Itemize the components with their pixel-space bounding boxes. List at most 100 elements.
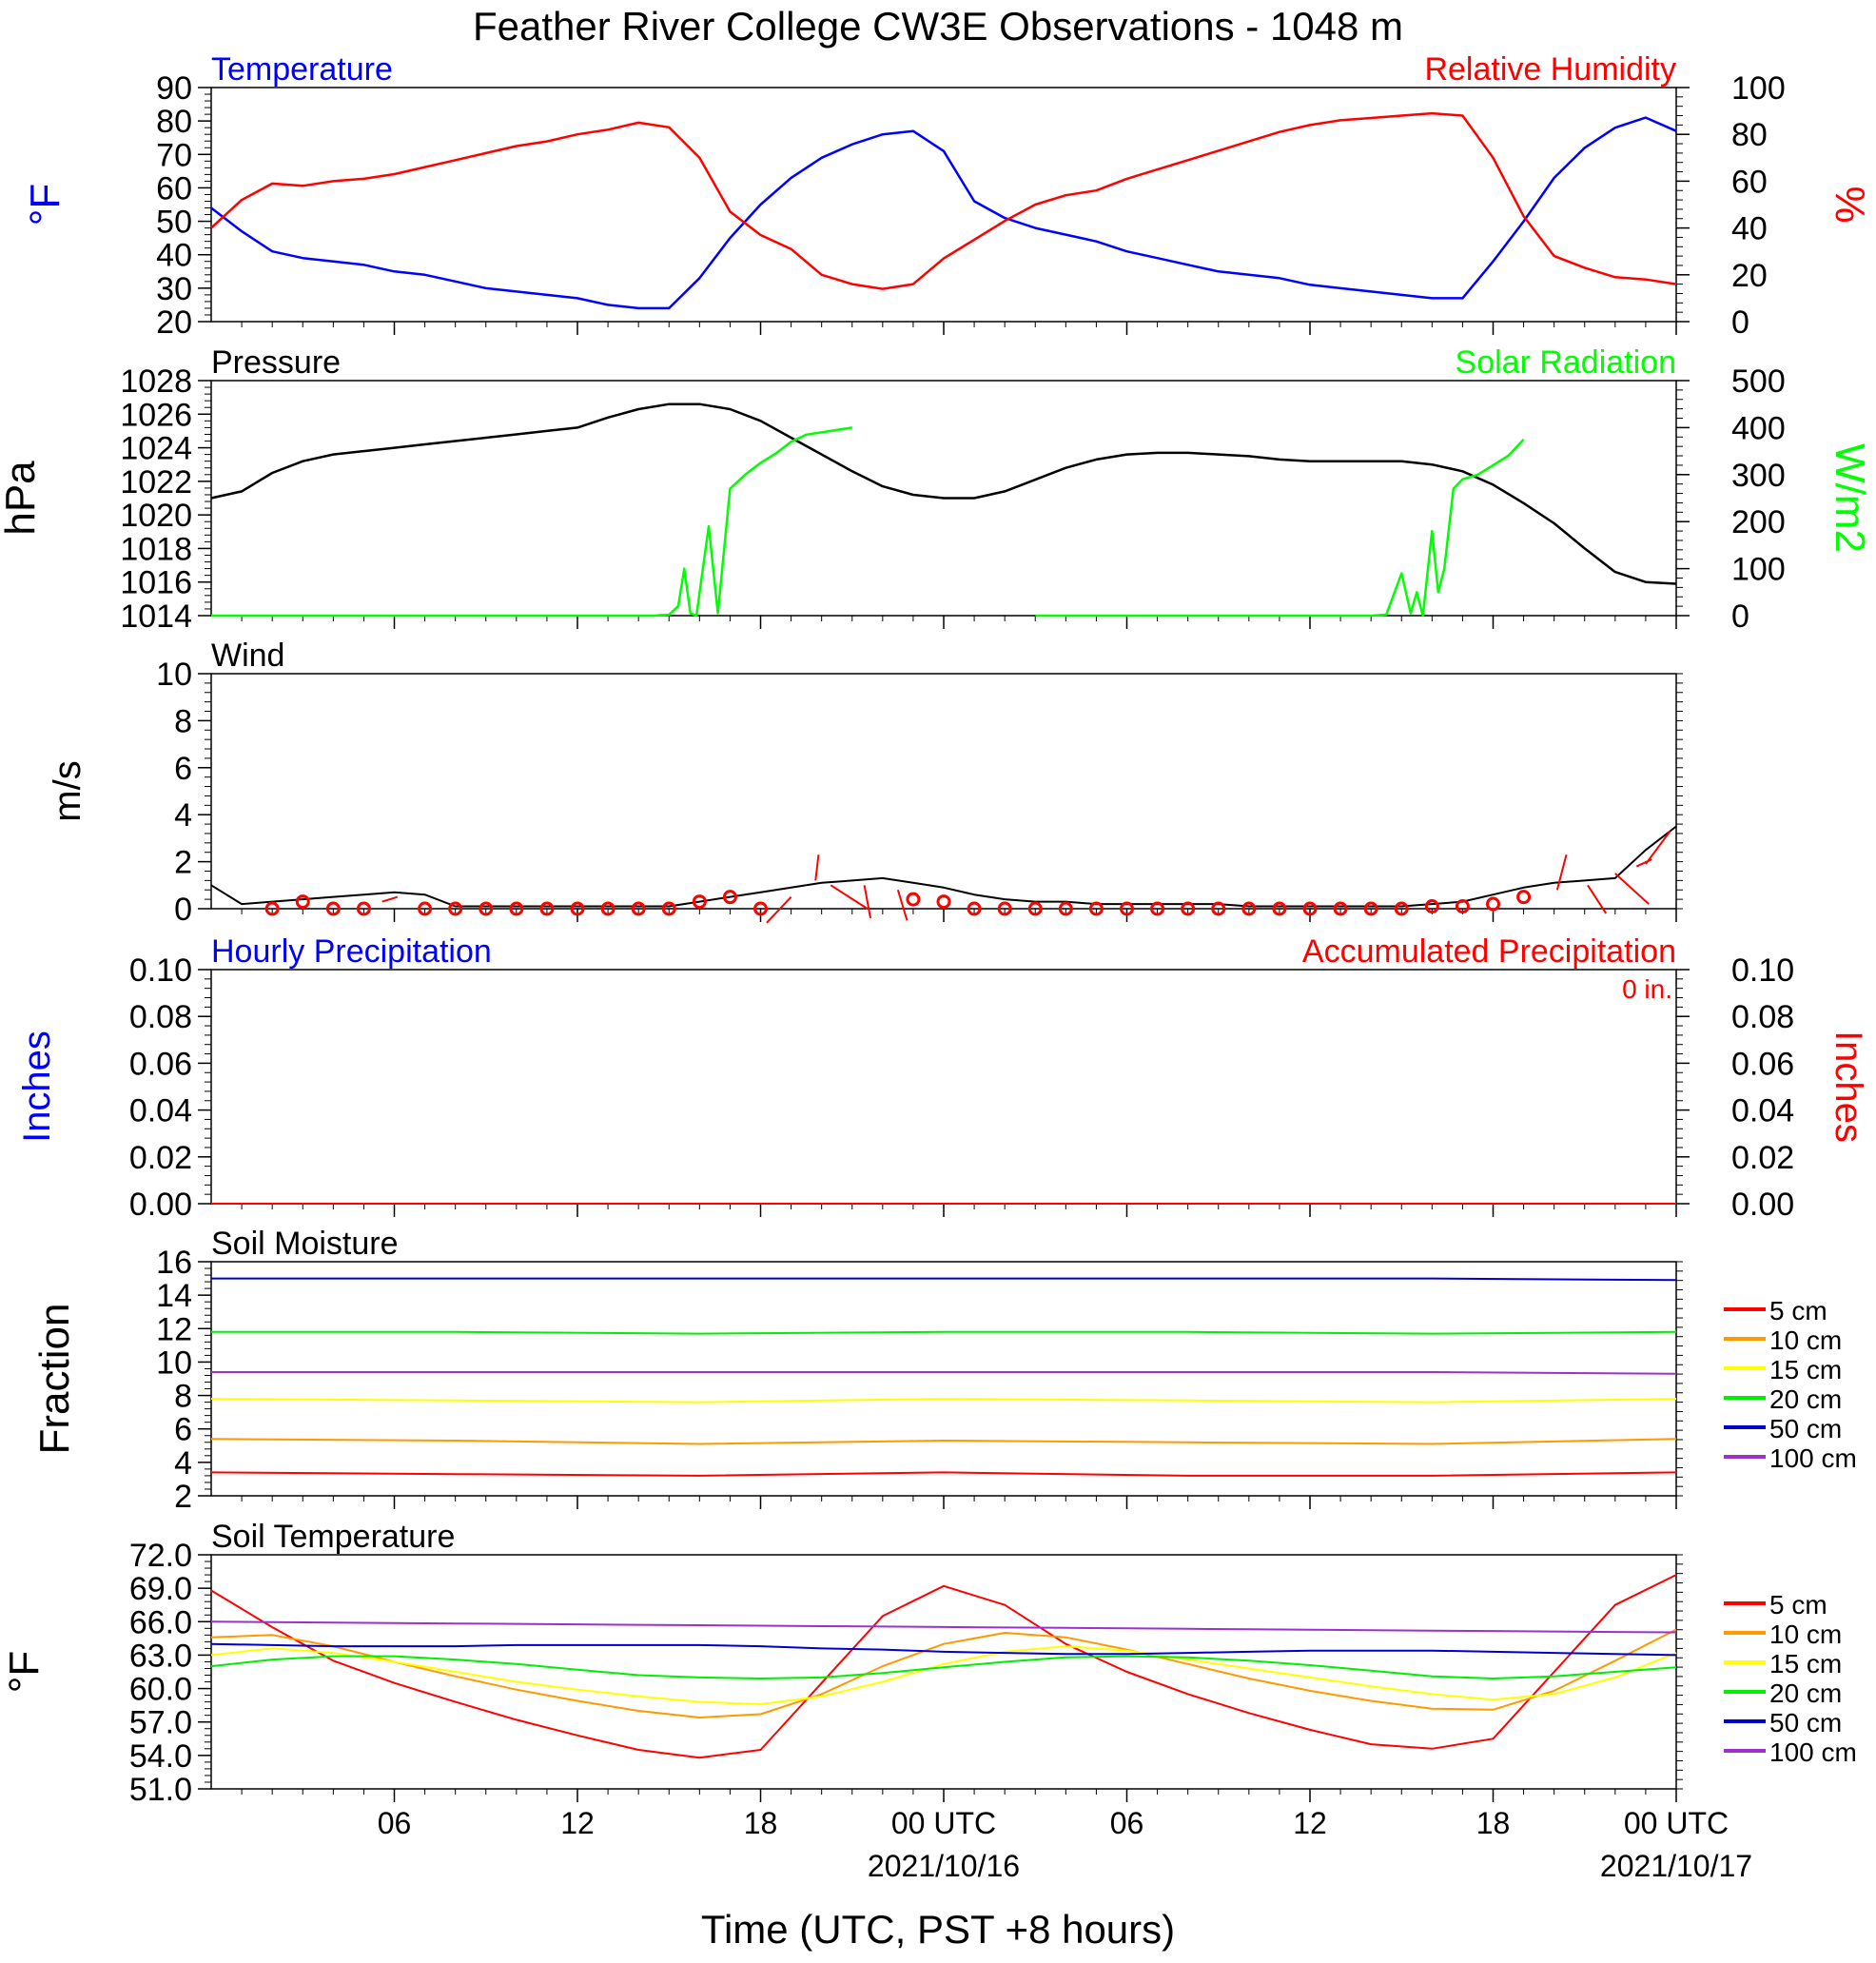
panel-0-y-tick-label: 50 — [156, 205, 192, 241]
wind-circle-marker — [539, 901, 555, 916]
panel-5-y-tick-label: 69.0 — [129, 1571, 192, 1607]
soil-temperature-line-4 — [210, 1642, 1677, 1657]
wind-circle-marker — [692, 894, 707, 910]
wind-circle-marker — [509, 901, 524, 916]
panel-5-y-tick-label: 66.0 — [129, 1604, 192, 1640]
humidity-label: Relative Humidity — [1424, 51, 1676, 88]
humidity-line — [210, 111, 1677, 290]
panel-3-y-tick-label: 0.00 — [129, 1187, 192, 1223]
x-date-label: 2021/10/17 — [1600, 1849, 1752, 1883]
x-tick-label: 06 — [378, 1806, 412, 1840]
temperature-label: Temperature — [211, 51, 393, 88]
wind-circle-marker — [264, 901, 280, 916]
wind-barb — [814, 854, 820, 881]
soil-temperature-legend-label: 100 cm — [1769, 1737, 1857, 1767]
panel-1-y2-tick-label: 300 — [1731, 458, 1786, 494]
panel-3-y2-tick-label: 0.06 — [1731, 1046, 1794, 1082]
soil-moisture-line-3 — [211, 1330, 1677, 1335]
wind-circle-marker — [936, 894, 951, 910]
soil-moisture-legend-label: 50 cm — [1769, 1414, 1842, 1443]
panel-0-y-tick-label: 90 — [156, 70, 192, 107]
x-tick-label: 18 — [744, 1806, 778, 1840]
panel-4-y-tick-label: 6 — [174, 1412, 192, 1448]
x-tick-label: 00 UTC — [891, 1806, 996, 1840]
panel-2-y-tick-label: 6 — [174, 751, 192, 787]
wind-circle-marker — [418, 901, 433, 916]
wind-circle-marker — [1394, 901, 1409, 916]
panel-0-frame — [210, 87, 1677, 323]
wind-circle-marker — [325, 901, 341, 916]
pressure-axis-title: hPa — [0, 461, 44, 536]
wind-circle-marker — [631, 901, 646, 916]
panel-2-y-tick-label: 4 — [174, 797, 192, 834]
soil-moisture-legend-label: 20 cm — [1769, 1384, 1842, 1414]
temperature-axis-title: °F — [22, 184, 68, 226]
panel-0-y-tick-label: 20 — [156, 304, 192, 341]
panel-0-y-tick-label: 70 — [156, 137, 192, 173]
soil-temperature-line-3 — [210, 1655, 1677, 1679]
panel-0-y-tick-label: 80 — [156, 104, 192, 140]
wind-circle-marker — [448, 901, 463, 916]
soil-temperature-line-5 — [210, 1620, 1677, 1634]
panel-1-y-tick-label: 1014 — [120, 599, 192, 635]
wind-circle-marker — [906, 892, 921, 907]
panel-2-y-tick-label: 2 — [174, 845, 192, 881]
soil-moisture-legend-label: 100 cm — [1769, 1443, 1857, 1473]
panel-3-y-tick-label: 0.10 — [129, 952, 192, 989]
x-tick-label: 12 — [1293, 1806, 1327, 1840]
wind-circle-marker — [722, 890, 737, 905]
wind-barb — [830, 884, 869, 910]
soil-temperature-legend-label: 15 cm — [1769, 1649, 1842, 1678]
panel-5-frame — [210, 1554, 1677, 1790]
soil-moisture-line-4 — [211, 1277, 1677, 1282]
soil-moisture-legend-label: 5 cm — [1769, 1296, 1827, 1325]
panel-1-y2-tick-label: 100 — [1731, 552, 1786, 588]
soil-temperature-axis-title: °F — [1, 1651, 48, 1693]
panel-4-frame — [210, 1261, 1677, 1497]
panel-1-y2-tick-label: 0 — [1731, 599, 1749, 635]
panel-5-y-tick-label: 54.0 — [129, 1738, 192, 1775]
wind-barb — [1555, 854, 1568, 891]
panel-1-y2-tick-label: 200 — [1731, 504, 1786, 540]
wind-circle-marker — [1027, 901, 1043, 916]
wind-circle-marker — [1486, 896, 1500, 912]
soil-temperature-legend-label: 10 cm — [1769, 1619, 1842, 1649]
wind-barb — [766, 895, 792, 924]
panel-1-y-tick-label: 1024 — [120, 431, 192, 467]
panel-4-y-tick-label: 16 — [156, 1245, 192, 1281]
panel-0-y2-tick-label: 100 — [1731, 70, 1786, 107]
temperature-line — [210, 116, 1677, 310]
soil-moisture-line-2 — [210, 1398, 1677, 1404]
accum-total: 0 in. — [1622, 974, 1672, 1004]
panel-3-y2-tick-label: 0.04 — [1731, 1093, 1794, 1129]
panel-5-y-tick-label: 72.0 — [129, 1538, 192, 1574]
wind-barb — [1587, 884, 1608, 914]
wind-circle-marker — [1272, 901, 1287, 916]
wind-circle-marker — [1058, 901, 1073, 916]
x-tick-label: 00 UTC — [1624, 1806, 1729, 1840]
panel-2-y-tick-label: 0 — [174, 892, 192, 928]
panel-4-y-tick-label: 8 — [174, 1379, 192, 1415]
panel-1-y-tick-label: 1022 — [120, 464, 192, 501]
panel-4-y-tick-label: 2 — [174, 1479, 192, 1515]
wind-label: Wind — [211, 638, 284, 674]
wind-circle-marker — [600, 901, 616, 916]
soil-temperature-legend-label: 5 cm — [1769, 1590, 1827, 1619]
soil-moisture-line-5 — [211, 1371, 1677, 1375]
wind-circle-marker — [997, 901, 1012, 916]
panel-0-y-tick-label: 30 — [156, 271, 192, 307]
wind-circle-marker — [356, 901, 371, 916]
panel-3-y2-tick-label: 0.02 — [1731, 1140, 1794, 1176]
panel-3-y2-tick-label: 0.08 — [1731, 999, 1794, 1035]
wind-circle-marker — [295, 894, 310, 910]
hourly-precip-label: Hourly Precipitation — [211, 933, 492, 970]
panel-3-y-tick-label: 0.02 — [129, 1140, 192, 1176]
wind-circle-marker — [661, 901, 676, 916]
soil-moisture-axis-title: Fraction — [31, 1304, 78, 1455]
panel-4-y-tick-label: 4 — [174, 1445, 192, 1482]
pressure-label: Pressure — [211, 344, 341, 381]
wind-circle-marker — [1302, 901, 1318, 916]
wind-circle-marker — [1241, 901, 1257, 916]
panel-0-y2-tick-label: 0 — [1731, 304, 1749, 341]
